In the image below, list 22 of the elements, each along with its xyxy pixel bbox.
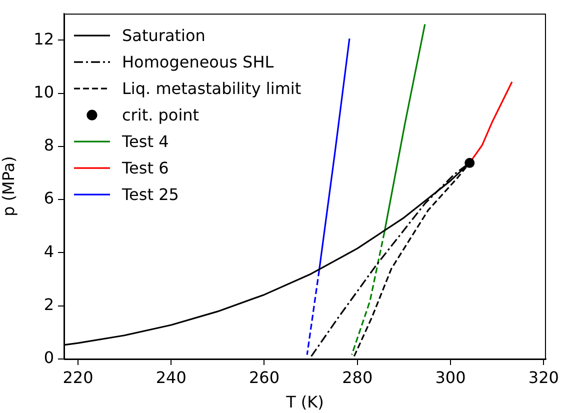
x-tick-label: 240 [156, 368, 186, 387]
x-tick-label: 220 [62, 368, 94, 387]
y-axis-title: p (MPa) [0, 156, 18, 216]
y-tick-label: 0 [44, 348, 54, 368]
x-tick-label: 280 [342, 368, 373, 387]
legend-label: Liq. metastability limit [122, 78, 302, 98]
x-tick-label: 260 [248, 368, 280, 387]
legend-label: Saturation [122, 26, 206, 45]
x-axis-title: T (K) [285, 392, 324, 412]
y-tick-label: 6 [44, 188, 54, 208]
legend-label: Homogeneous SHL [122, 52, 274, 72]
x-tick-label: 320 [528, 368, 559, 387]
legend-label: crit. point [122, 105, 200, 124]
y-tick-label: 10 [34, 82, 54, 102]
y-tick-label: 8 [44, 136, 54, 155]
legend-label: Test 25 [121, 184, 179, 204]
y-tick-label: 12 [34, 29, 54, 48]
legend-label: Test 4 [121, 132, 169, 151]
y-tick-label: 2 [44, 295, 54, 314]
x-tick-label: 300 [435, 368, 466, 387]
legend-label: Test 6 [121, 158, 169, 178]
y-tick-label: 4 [44, 242, 54, 261]
